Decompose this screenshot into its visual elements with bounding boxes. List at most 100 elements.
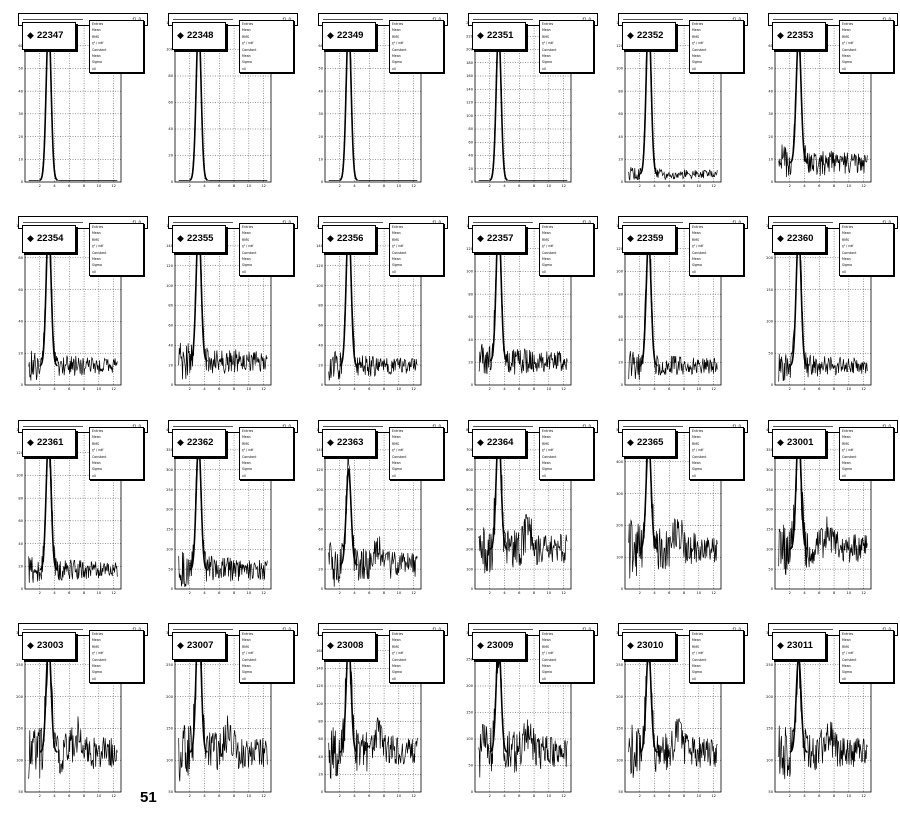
histogram-name: f1_0 <box>583 14 592 25</box>
x-tick-label: 2 <box>489 387 491 391</box>
stats-label: x0 <box>92 66 96 71</box>
run-number: 22360 <box>787 233 814 244</box>
stats-label: Constant <box>542 250 557 255</box>
stats-box: Entries Mean RMS χ² / ndf Constant Mean Sigma x… <box>89 630 144 684</box>
run-label-box: ◆ 22354 <box>22 225 76 253</box>
y-tick-label: 120 <box>466 247 474 251</box>
x-tick-label: 4 <box>653 591 656 595</box>
stats-row: Mean <box>690 460 743 466</box>
stats-row: χ² / ndf <box>840 447 893 453</box>
stats-row: Mean <box>390 53 443 59</box>
stats-label: Constant <box>242 47 257 52</box>
stats-row: x0 <box>390 66 443 72</box>
stats-label: Mean <box>392 231 401 236</box>
y-tick-label: 50 <box>18 790 23 794</box>
stats-row: Constant <box>840 47 893 53</box>
stats-row: x0 <box>240 66 293 72</box>
stats-row: χ² / ndf <box>90 650 143 656</box>
stats-row: χ² / ndf <box>90 447 143 453</box>
histogram-name: f1_0 <box>583 421 592 432</box>
stats-label: Constant <box>692 47 707 52</box>
stats-row: Entries <box>90 428 143 434</box>
stats-row: Mean <box>840 53 893 59</box>
y-tick-label: 140 <box>316 244 324 248</box>
x-tick-label: 4 <box>503 184 506 188</box>
stats-label: Sigma <box>392 60 402 65</box>
x-tick-label: 4 <box>203 794 206 798</box>
stats-row: x0 <box>840 66 893 72</box>
y-tick-label: 20 <box>18 351 23 355</box>
stats-label: x0 <box>542 473 546 478</box>
x-tick-label: 8 <box>683 184 686 188</box>
x-tick-label: 10 <box>97 591 102 595</box>
x-tick-label: 8 <box>683 591 686 595</box>
x-tick-label: 8 <box>383 184 386 188</box>
run-label-box: ◆ 23003 <box>22 632 76 660</box>
stats-box: Entries Mean RMS χ² / ndf Constant Mean Sigma x… <box>539 630 594 684</box>
stats-label: Sigma <box>92 467 102 472</box>
stats-row: x0 <box>690 473 743 479</box>
y-tick-label: 80 <box>318 720 323 724</box>
y-tick-label: 400 <box>616 460 624 464</box>
y-tick-label: 40 <box>18 320 23 324</box>
x-tick-label: 4 <box>503 387 506 391</box>
y-tick-label: 0 <box>471 383 474 387</box>
y-tick-label: 250 <box>166 663 174 667</box>
stats-row: Entries <box>840 631 893 637</box>
histogram-name: f1_0 <box>283 624 292 635</box>
y-tick-label: 100 <box>616 67 624 71</box>
y-tick-label: 0 <box>321 383 324 387</box>
run-number: 22355 <box>187 233 214 244</box>
stats-label: χ² / ndf <box>842 651 854 656</box>
stats-label: Constant <box>542 657 557 662</box>
stats-label: χ² / ndf <box>692 244 704 249</box>
stats-row: Sigma <box>390 262 443 268</box>
y-tick-label: 20 <box>468 167 473 171</box>
stats-label: Constant <box>842 47 857 52</box>
stats-label: Constant <box>92 657 107 662</box>
stats-row: Entries <box>240 21 293 27</box>
y-tick-label: 20 <box>18 564 23 568</box>
stats-label: Constant <box>92 250 107 255</box>
y-tick-label: 200 <box>166 695 174 699</box>
x-tick-label: 10 <box>397 387 402 391</box>
stats-row: Mean <box>90 663 143 669</box>
y-tick-label: 300 <box>166 468 174 472</box>
y-tick-label: 100 <box>616 270 624 274</box>
y-tick-label: 100 <box>316 702 324 706</box>
stats-label: χ² / ndf <box>692 448 704 453</box>
x-tick-label: 12 <box>261 794 266 798</box>
stats-label: Mean <box>842 231 851 236</box>
x-tick-label: 12 <box>711 591 716 595</box>
y-tick-label: 20 <box>318 135 323 139</box>
y-tick-label: 100 <box>166 547 174 551</box>
x-tick-label: 2 <box>639 387 641 391</box>
stats-row: Constant <box>690 657 743 663</box>
diamond-marker-icon: ◆ <box>27 31 34 41</box>
stats-row: Entries <box>690 224 743 230</box>
stats-label: Entries <box>392 429 404 433</box>
y-tick-label: 0 <box>621 180 624 184</box>
stats-row: x0 <box>390 269 443 275</box>
diamond-marker-icon: ◆ <box>27 641 34 651</box>
stats-label: χ² / ndf <box>842 244 854 249</box>
stats-row: Entries <box>390 631 443 637</box>
stats-row: Entries <box>690 631 743 637</box>
stats-row: Mean <box>690 637 743 643</box>
run-number: 22348 <box>187 30 214 41</box>
stats-row: x0 <box>840 676 893 682</box>
run-number: 22353 <box>787 30 814 41</box>
histogram-panel: 5010015020025030024681012f1_0◆23007Entri… <box>158 615 308 815</box>
stats-row: χ² / ndf <box>690 40 743 46</box>
stats-label: Mean <box>542 461 551 466</box>
stats-box: Entries Mean RMS χ² / ndf Constant Mean Sigma x… <box>839 223 894 277</box>
stats-row: RMS <box>540 441 593 447</box>
stats-row: Mean <box>240 230 293 236</box>
stats-label: Entries <box>242 22 254 26</box>
stats-row: Sigma <box>840 466 893 472</box>
histogram-name: f1_0 <box>733 217 742 228</box>
x-tick-label: 10 <box>697 184 702 188</box>
stats-row: RMS <box>540 237 593 243</box>
y-tick-label: 120 <box>616 247 624 251</box>
stats-row: x0 <box>690 269 743 275</box>
